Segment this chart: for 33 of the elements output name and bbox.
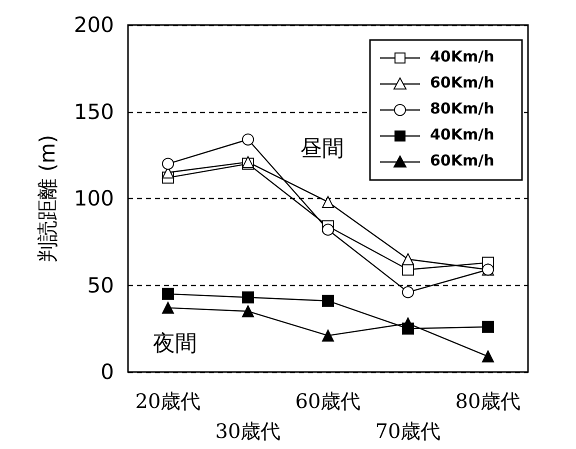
point [322, 196, 334, 208]
y-tick-label: 0 [100, 360, 114, 384]
y-axis-title: 判読距離 (m) [36, 134, 60, 262]
y-tick-label: 200 [74, 13, 114, 37]
legend-label: 40Km/h [430, 126, 494, 144]
point [322, 294, 334, 307]
y-tick-label: 100 [74, 186, 114, 210]
point [482, 350, 494, 362]
x-tick-label: 60歳代 [295, 389, 361, 413]
legend-label: 60Km/h [430, 152, 494, 170]
point [242, 305, 254, 318]
point [482, 320, 494, 333]
point [402, 286, 414, 298]
legend-label: 40Km/h [430, 48, 494, 66]
point [402, 253, 414, 266]
annotation: 夜間 [153, 332, 197, 356]
annotation: 昼間 [300, 136, 344, 162]
point [162, 158, 174, 170]
point [242, 291, 254, 304]
point [242, 134, 254, 146]
legend-label: 80Km/h [430, 100, 494, 118]
point [162, 288, 174, 300]
y-tick-label: 150 [74, 100, 114, 124]
x-tick-label: 30歳代 [215, 419, 281, 443]
point [402, 317, 414, 330]
x-tick-label: 20歳代 [135, 389, 201, 413]
point [322, 224, 334, 236]
point [162, 302, 174, 314]
point [322, 330, 334, 342]
x-tick-label: 80歳代 [455, 389, 521, 413]
legend-label: 60Km/h [430, 74, 494, 92]
y-tick-label: 50 [87, 273, 114, 298]
x-tick-label: 70歳代 [375, 419, 441, 443]
